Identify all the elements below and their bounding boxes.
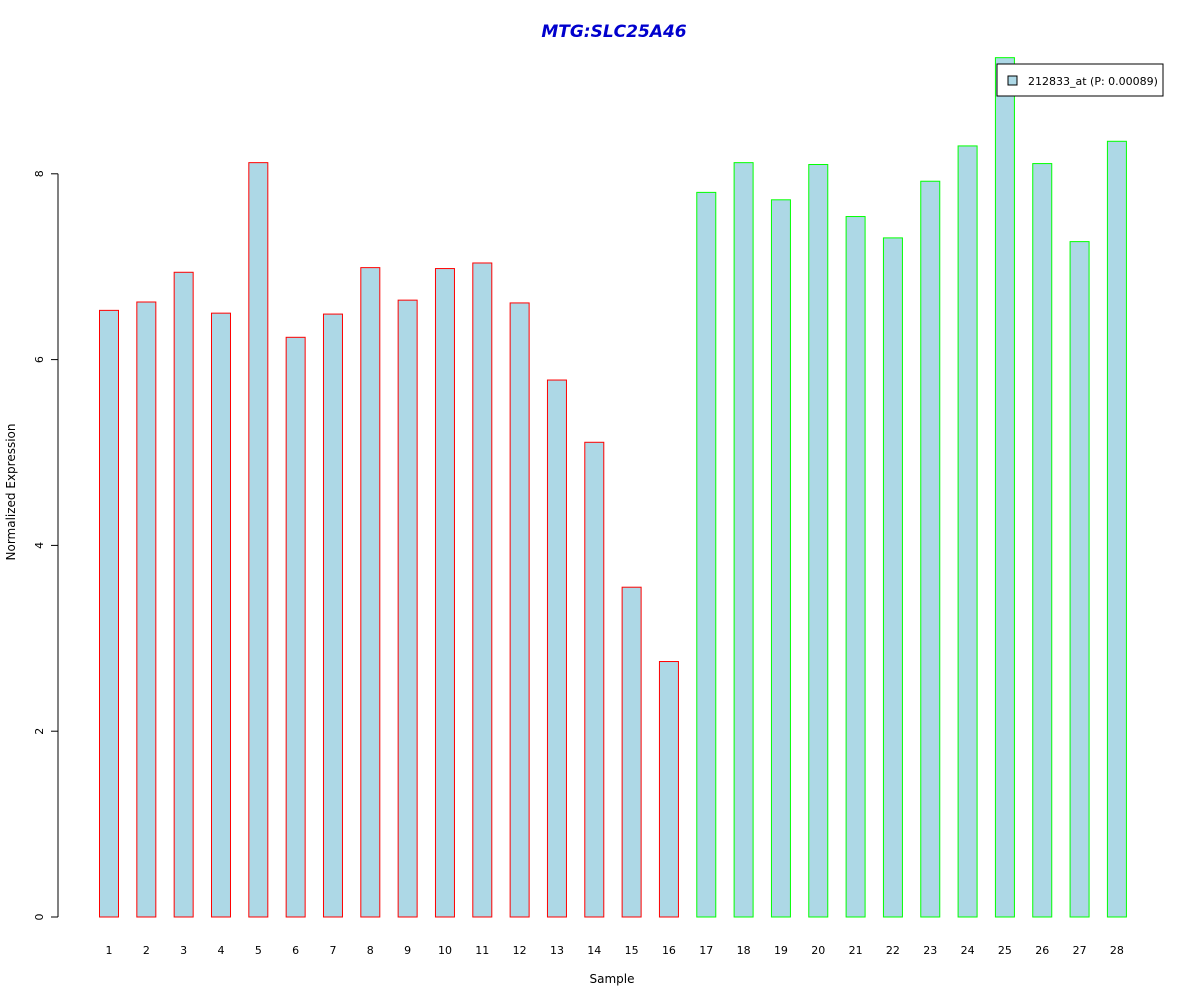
bars-group [99, 57, 1127, 918]
x-tick-labels: 1 2 3 4 5 6 7 8 9 10 11 12 13 14 15 16 17 18 19 20 21 22 23 24 2… [106, 944, 1124, 957]
y-tick-label: 6 [33, 356, 46, 363]
bar [658, 661, 679, 918]
chart-title: MTG:SLC25A46 [541, 22, 686, 42]
x-tick-label: 8 [367, 944, 374, 957]
x-tick-label: 1 [106, 944, 113, 957]
x-tick-label: 11 [475, 944, 489, 957]
bar [882, 237, 903, 918]
x-tick-label: 9 [404, 944, 411, 957]
x-tick-label: 19 [774, 944, 788, 957]
x-tick-label: 26 [1035, 944, 1049, 957]
bar [173, 271, 194, 918]
bar [136, 301, 157, 918]
x-tick-label: 16 [662, 944, 676, 957]
bar [509, 302, 530, 918]
x-tick-label: 25 [998, 944, 1012, 957]
y-tick-label: 4 [33, 542, 46, 549]
y-axis: 0 2 4 6 8 [33, 170, 59, 921]
x-tick-label: 14 [587, 944, 601, 957]
x-tick-label: 20 [811, 944, 825, 957]
y-axis-label: Normalized Expression [4, 423, 18, 560]
x-tick-label: 24 [961, 944, 975, 957]
bar [210, 312, 231, 918]
bar [584, 441, 605, 918]
bar [920, 180, 941, 918]
bar [248, 162, 269, 918]
bar [360, 267, 381, 918]
x-tick-label: 22 [886, 944, 900, 957]
x-tick-label: 2 [143, 944, 150, 957]
x-tick-label: 5 [255, 944, 262, 957]
bar [285, 336, 306, 918]
bar [845, 216, 866, 918]
x-tick-label: 21 [849, 944, 863, 957]
bar [957, 145, 978, 918]
x-tick-label: 7 [329, 944, 336, 957]
x-tick-label: 6 [292, 944, 299, 957]
x-tick-label: 15 [625, 944, 639, 957]
x-tick-label: 4 [217, 944, 224, 957]
bar [1106, 140, 1127, 918]
bar [621, 586, 642, 918]
legend-swatch [1007, 75, 1018, 86]
legend-label: 212833_at (P: 0.00089) [1028, 75, 1158, 88]
x-tick-label: 28 [1110, 944, 1124, 957]
bar [808, 164, 829, 918]
bar [1069, 241, 1090, 918]
bar [434, 268, 455, 918]
bar [696, 191, 717, 918]
y-tick-label: 8 [33, 170, 46, 177]
bar [770, 199, 791, 918]
x-tick-label: 10 [438, 944, 452, 957]
legend-box [996, 63, 1164, 97]
legend: 212833_at (P: 0.00089) [996, 63, 1164, 97]
bar [733, 162, 754, 918]
bar [472, 262, 493, 918]
y-tick-label: 0 [33, 914, 46, 921]
bar [1032, 163, 1053, 918]
x-tick-label: 18 [737, 944, 751, 957]
x-tick-label: 3 [180, 944, 187, 957]
bar [99, 309, 119, 918]
x-tick-label: 17 [699, 944, 713, 957]
y-tick-label: 2 [33, 728, 46, 735]
bar [397, 299, 418, 918]
x-tick-label: 23 [923, 944, 937, 957]
bar [322, 313, 343, 918]
bar [994, 57, 1015, 918]
x-tick-label: 13 [550, 944, 564, 957]
bar [546, 379, 567, 918]
x-tick-label: 12 [513, 944, 527, 957]
x-axis-label: Sample [590, 972, 635, 986]
x-tick-label: 27 [1073, 944, 1087, 957]
